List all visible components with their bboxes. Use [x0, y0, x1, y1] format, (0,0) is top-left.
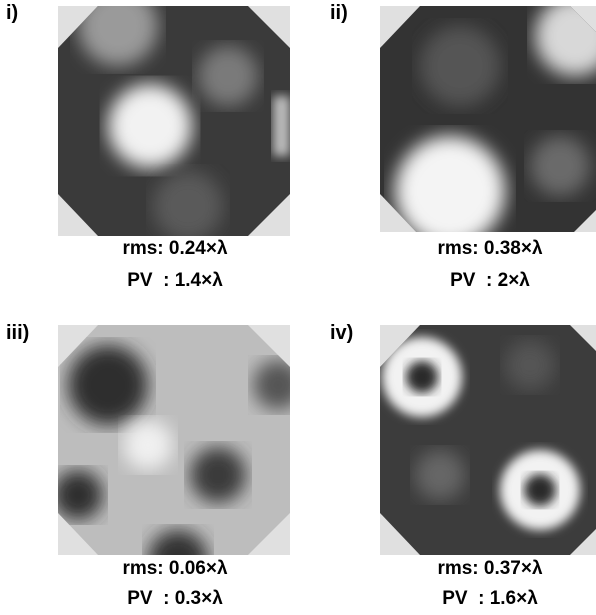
wavefront-image [58, 325, 290, 555]
pv-text: PV : 1.6×λ [370, 588, 596, 610]
wavefront-image [58, 6, 290, 236]
rms-text: rms: 0.06×λ [55, 558, 295, 580]
pv-text: PV : 1.4×λ [55, 270, 295, 292]
panel-label: ii) [330, 2, 348, 25]
wavefront-image [380, 325, 596, 555]
rms-text: rms: 0.38×λ [370, 238, 596, 260]
figure: i) rms: 0.24×λ PV : 1.4×λ ii) rms: 0.38×… [0, 0, 596, 615]
pv-text: PV : 2×λ [370, 270, 596, 292]
wavefront-image [380, 6, 596, 232]
panel-label: iv) [330, 322, 353, 345]
panel-label: i) [6, 2, 18, 25]
pv-text: PV : 0.3×λ [55, 588, 295, 610]
panel-label: iii) [6, 322, 29, 345]
rms-text: rms: 0.37×λ [370, 558, 596, 580]
rms-text: rms: 0.24×λ [55, 238, 295, 260]
